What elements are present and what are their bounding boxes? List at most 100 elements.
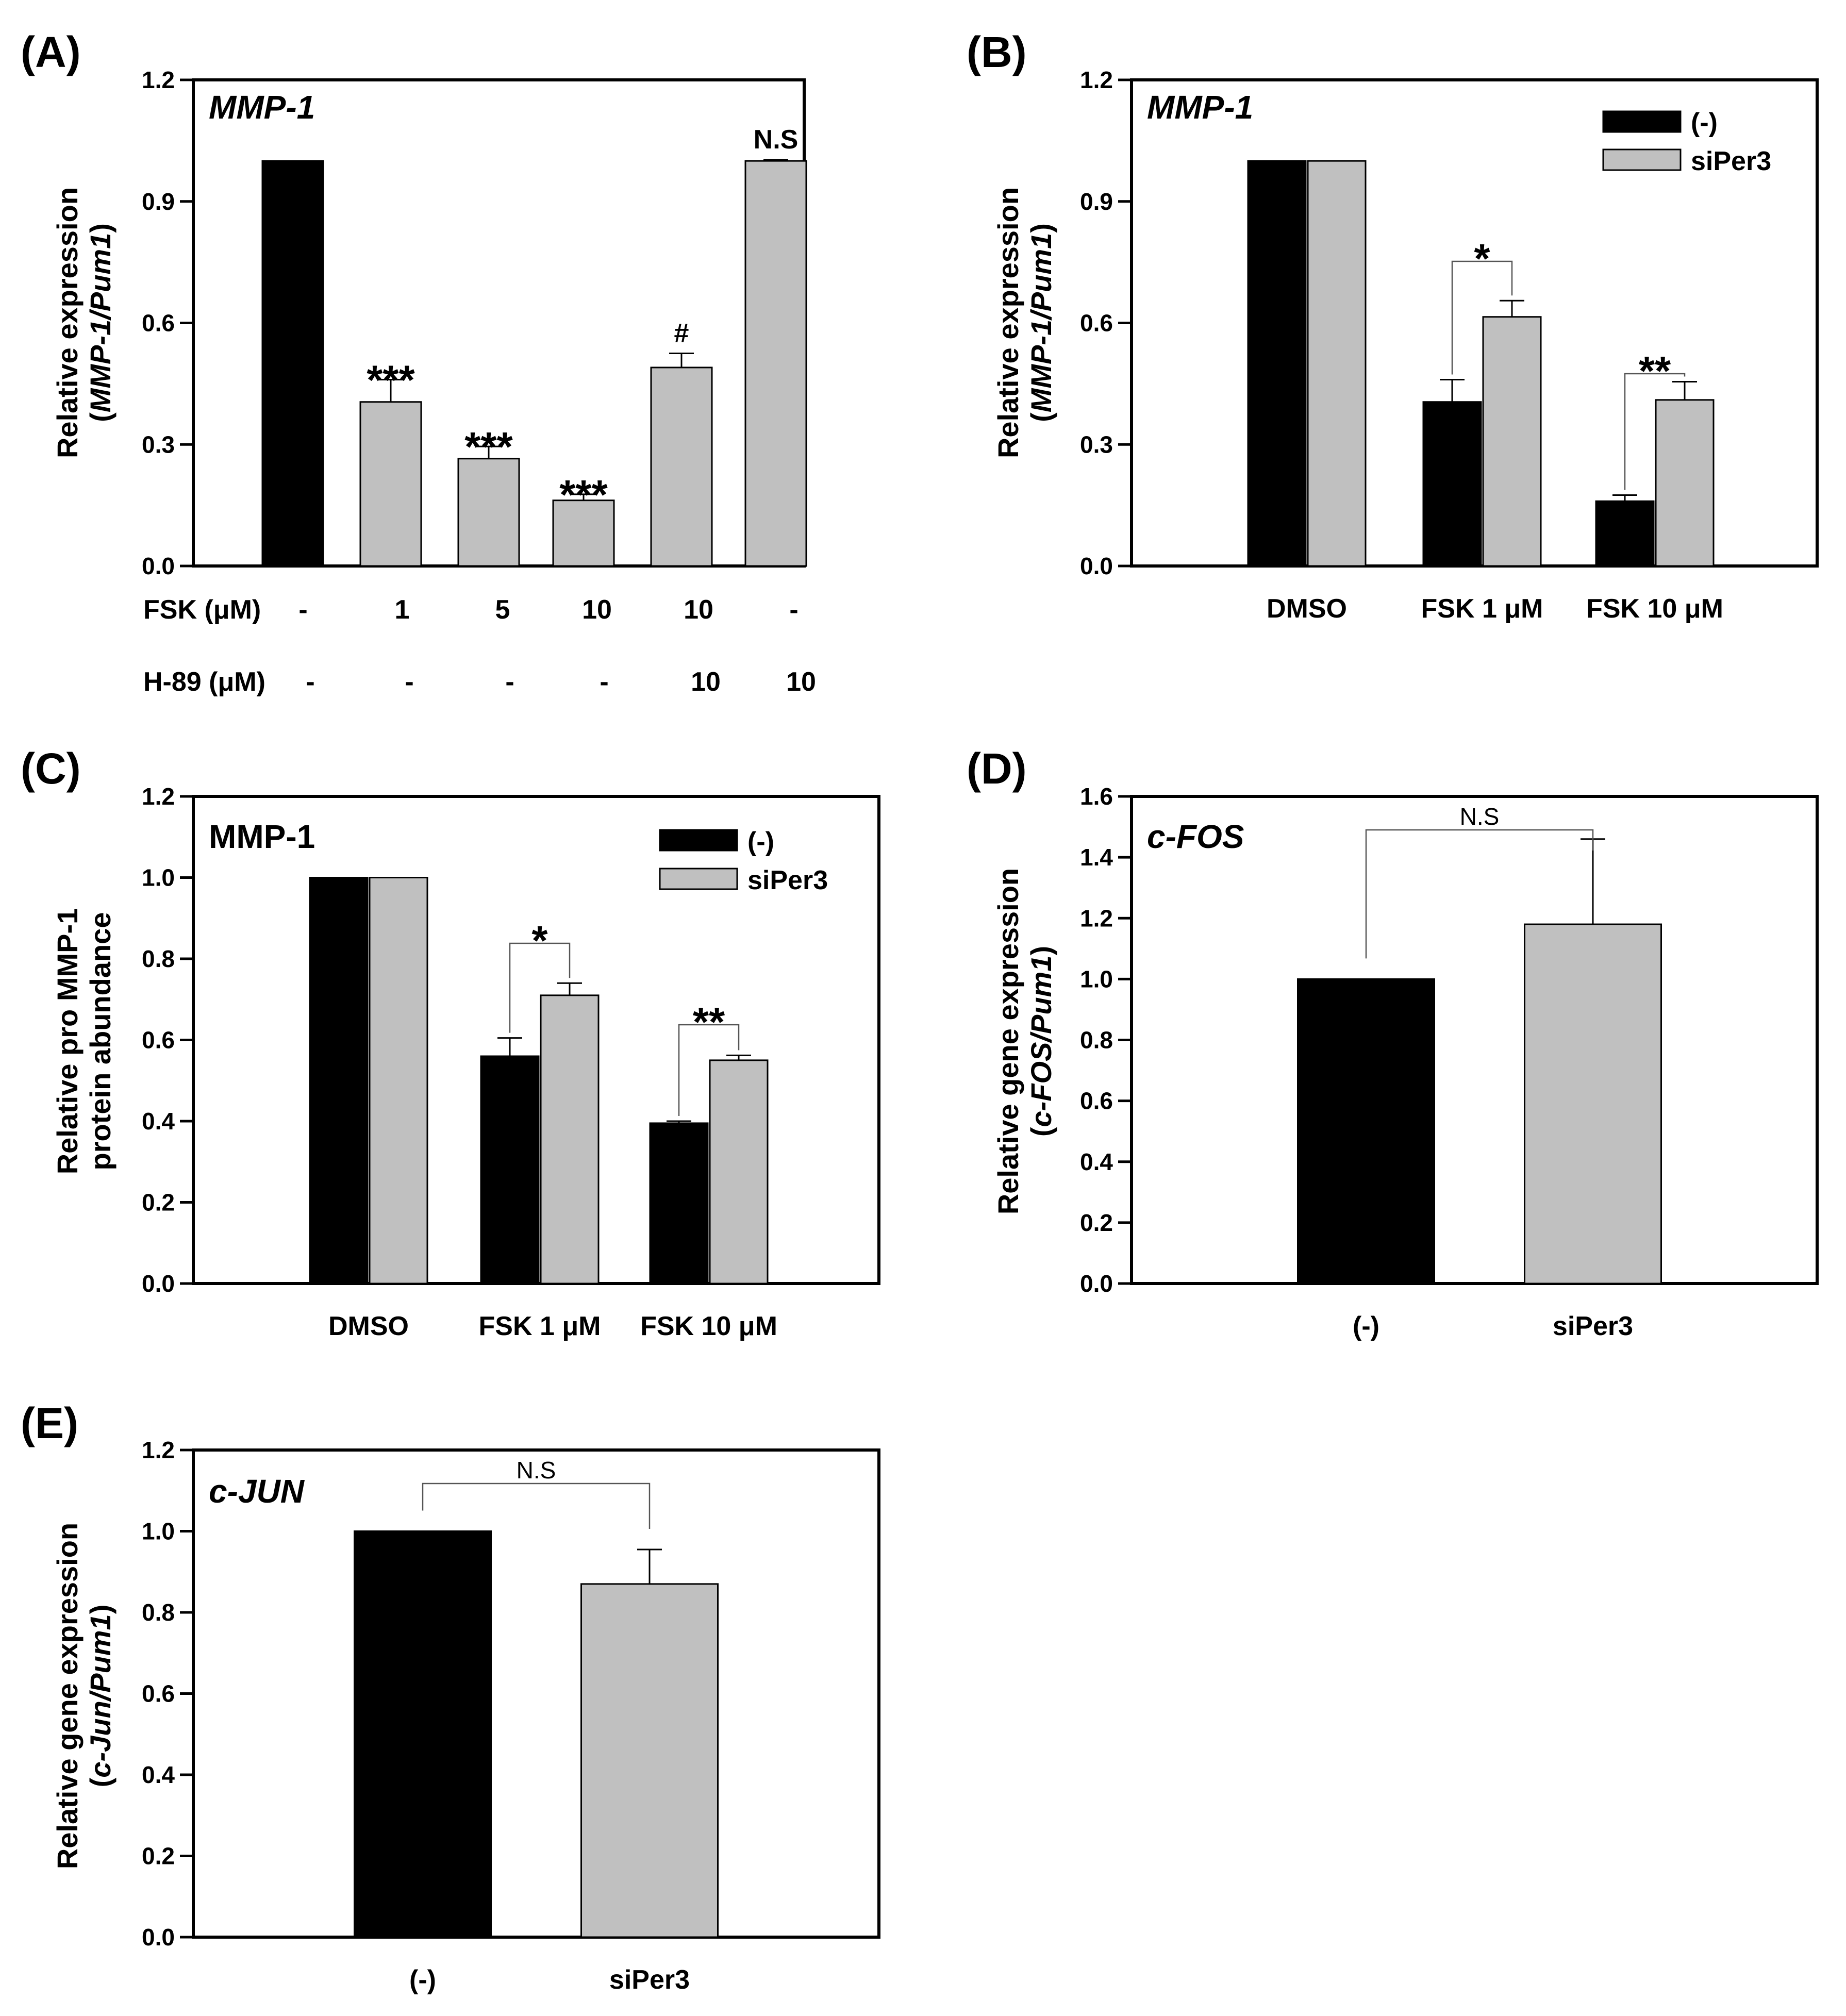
panel-c-legend-siper3: siPer3 xyxy=(747,865,828,895)
panel-c-legend-swatch-control xyxy=(659,829,738,852)
panel-d-bars xyxy=(1297,838,1662,1285)
panel-c-legend: (-) siPer3 xyxy=(659,827,828,895)
panel-e-categories: (-) siPer3 xyxy=(409,1965,690,1995)
panel-a: (A) MMP-1 Relative expression (MMP-1/Pum… xyxy=(21,28,816,697)
ytick-label: 1.0 xyxy=(142,864,175,891)
category-label: FSK 10 μM xyxy=(640,1311,777,1341)
panel-b-legend: (-) siPer3 xyxy=(1602,108,1771,176)
condition-value: 1 xyxy=(395,595,410,625)
category-label: siPer3 xyxy=(1553,1311,1633,1341)
category-label: FSK 10 μM xyxy=(1586,594,1723,624)
panel-b-legend-control: (-) xyxy=(1691,108,1718,138)
bar-siper3-1 xyxy=(1482,316,1542,567)
bar-siper3-2 xyxy=(709,1059,769,1285)
ytick-label: 0.4 xyxy=(142,1761,175,1788)
ytick-label: 0.8 xyxy=(142,1599,175,1626)
bar-control-1 xyxy=(480,1055,540,1285)
panel-a-ylabel-line2: (MMP-1/Pum1) xyxy=(84,223,117,422)
panel-d-ylabel: Relative gene expression (c-FOS/Pum1) xyxy=(992,868,1057,1214)
panel-a-annotations: *** *** *** # N.S xyxy=(367,125,798,518)
condition-value: 10 xyxy=(786,667,816,697)
panel-e-ylabel-line2: (c-Jun/Pum1) xyxy=(84,1605,117,1788)
ytick-label: 0.2 xyxy=(142,1189,175,1216)
ytick-label: 0.8 xyxy=(1080,1027,1113,1054)
panel-c-legend-control: (-) xyxy=(747,827,774,857)
panel-b-significance: *** xyxy=(1451,236,1686,490)
ytick-label: 0.6 xyxy=(142,1680,175,1707)
bar-siper3-0 xyxy=(1307,160,1367,567)
condition-value: - xyxy=(405,667,413,697)
panel-b-title: MMP-1 xyxy=(1147,89,1253,126)
panel-b-yticks: 0.0 0.3 0.6 0.9 1.2 xyxy=(1080,66,1132,579)
annotation-1: *** xyxy=(367,357,415,403)
condition-value: 5 xyxy=(495,595,510,625)
category-label: (-) xyxy=(409,1965,436,1995)
panel-a-bars xyxy=(261,159,807,567)
panel-e-yticks: 0.0 0.2 0.4 0.6 0.8 1.0 1.2 xyxy=(142,1437,193,1951)
significance-mark-2: ** xyxy=(693,999,725,1045)
condition-value: - xyxy=(505,667,514,697)
bar-4 xyxy=(650,366,713,567)
condition-row-label: FSK (μM) xyxy=(143,595,261,625)
panel-c-bars xyxy=(309,877,769,1285)
ytick-label: 0.6 xyxy=(142,1027,175,1054)
panel-c-ylabel-line1: Relative pro MMP-1 xyxy=(51,908,84,1175)
bar-3 xyxy=(552,499,615,567)
panel-b-letter: (B) xyxy=(967,28,1027,76)
ytick-label: 0.0 xyxy=(142,553,175,579)
significance-bracket xyxy=(422,1482,651,1529)
category-label: DMSO xyxy=(328,1311,409,1341)
panel-c-ylabel: Relative pro MMP-1 protein abundance xyxy=(51,908,117,1175)
ytick-label: 1.0 xyxy=(1080,965,1113,992)
bar-control-0 xyxy=(1247,160,1307,567)
bar-2 xyxy=(457,458,520,567)
annotation-4: # xyxy=(674,318,689,348)
panel-b-legend-siper3: siPer3 xyxy=(1691,146,1771,176)
bar-0 xyxy=(354,1530,492,1938)
bar-siper3-0 xyxy=(369,877,428,1285)
ytick-label: 0.0 xyxy=(142,1924,175,1951)
ytick-label: 0.6 xyxy=(1080,1088,1113,1114)
panel-e-letter: (E) xyxy=(21,1399,78,1447)
significance-mark-2: ** xyxy=(1639,348,1671,394)
condition-value: 10 xyxy=(582,595,612,625)
panel-b-ylabel-line1: Relative expression xyxy=(992,187,1024,458)
ytick-label: 0.4 xyxy=(1080,1148,1113,1175)
panel-a-title: MMP-1 xyxy=(209,89,315,126)
bar-1 xyxy=(359,401,422,567)
significance-bracket-1 xyxy=(509,942,571,1033)
bar-0 xyxy=(261,160,324,567)
panel-d: (D) c-FOS Relative gene expression (c-FO… xyxy=(967,744,1819,1341)
category-label: (-) xyxy=(1353,1311,1379,1341)
panel-d-ylabel-line1: Relative gene expression xyxy=(992,868,1024,1214)
bar-control-2 xyxy=(649,1122,709,1285)
panel-c: (C) MMP-1 Relative pro MMP-1 protein abu… xyxy=(21,744,880,1341)
category-label: FSK 1 μM xyxy=(1421,594,1543,624)
ytick-label: 1.2 xyxy=(142,783,175,810)
ytick-label: 0.4 xyxy=(142,1108,175,1135)
panel-c-letter: (C) xyxy=(21,744,81,793)
bar-1 xyxy=(1524,923,1662,1285)
condition-value: 10 xyxy=(684,595,713,625)
bar-0 xyxy=(1297,978,1435,1285)
panel-d-title: c-FOS xyxy=(1147,818,1244,855)
panel-e-ylabel: Relative gene expression (c-Jun/Pum1) xyxy=(51,1523,117,1869)
panel-e-bars xyxy=(354,1530,719,1938)
ytick-label: 0.2 xyxy=(142,1843,175,1870)
ytick-label: 0.9 xyxy=(142,188,175,215)
panel-d-letter: (D) xyxy=(967,744,1027,793)
panel-d-categories: (-) siPer3 xyxy=(1353,1311,1633,1341)
ytick-label: 1.4 xyxy=(1080,844,1113,871)
panel-e-significance: N.S xyxy=(422,1457,651,1529)
panel-e-title: c-JUN xyxy=(209,1473,305,1510)
panel-b: (B) MMP-1 Relative expression (MMP-1/Pum… xyxy=(967,28,1819,624)
condition-value: - xyxy=(298,595,307,625)
annotation-5: N.S xyxy=(754,125,799,155)
ytick-label: 0.6 xyxy=(142,310,175,337)
bar-5 xyxy=(744,160,807,567)
panel-a-conditions: FSK (μM) - 1 5 10 10 - H-89 (μM) - - - - 10 10 xyxy=(143,595,816,697)
panel-d-frame xyxy=(1130,795,1819,1285)
panel-c-categories: DMSO FSK 1 μM FSK 10 μM xyxy=(328,1311,777,1341)
ytick-label: 1.2 xyxy=(1080,905,1113,931)
significance-bracket-2 xyxy=(678,1024,740,1116)
